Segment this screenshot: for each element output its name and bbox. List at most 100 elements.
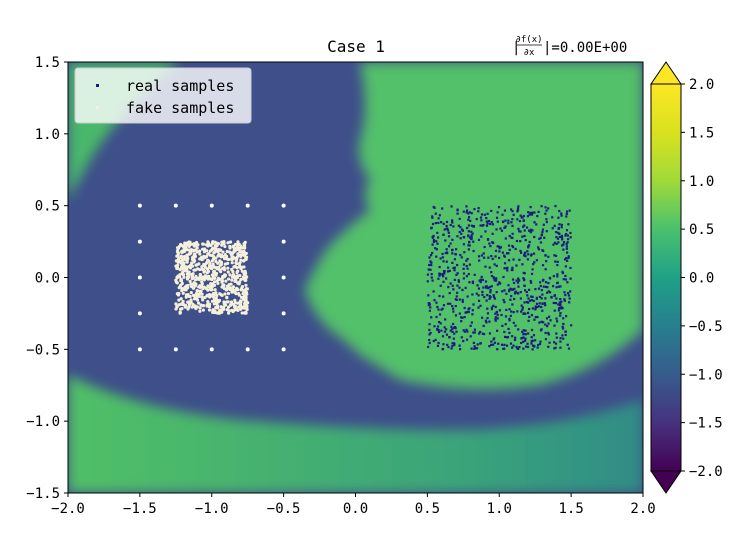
- real-sample-point: [558, 232, 561, 235]
- fake-sample-point: [179, 307, 183, 311]
- real-sample-point: [510, 288, 513, 291]
- fake-sample-point: [223, 253, 227, 257]
- real-sample-point: [536, 346, 539, 349]
- fake-sample-point: [224, 303, 228, 307]
- fake-sample-point: [223, 292, 227, 296]
- real-sample-point: [495, 216, 499, 219]
- real-sample-point: [449, 223, 452, 227]
- real-sample-point: [493, 297, 496, 300]
- real-sample-point: [565, 212, 568, 216]
- real-sample-point: [494, 319, 497, 322]
- real-sample-point: [565, 251, 569, 254]
- real-sample-point: [450, 347, 453, 350]
- fake-sample-point: [225, 308, 229, 312]
- fake-sample-point: [216, 281, 220, 285]
- real-sample-point: [489, 244, 492, 248]
- fake-grid-point: [281, 275, 286, 280]
- x-tick-label: −1.5: [123, 501, 157, 517]
- real-sample-point: [442, 295, 445, 298]
- real-sample-point: [483, 332, 486, 336]
- real-sample-point: [553, 309, 556, 312]
- real-sample-point: [567, 255, 570, 258]
- real-sample-point: [429, 254, 433, 257]
- real-sample-point: [451, 305, 454, 308]
- colorbar-tick-label: 0.0: [689, 271, 714, 287]
- fake-sample-point: [224, 279, 228, 283]
- real-sample-point: [529, 231, 532, 234]
- fake-sample-point: [212, 283, 217, 287]
- real-sample-point: [490, 340, 493, 343]
- colorbar-tick-label: −1.0: [689, 367, 723, 383]
- fake-sample-point: [206, 288, 210, 292]
- real-sample-point: [526, 345, 530, 349]
- real-sample-point: [559, 340, 562, 343]
- colorbar-tick-label: 0.5: [689, 222, 714, 238]
- real-sample-point: [520, 337, 523, 340]
- real-sample-point: [452, 225, 455, 228]
- real-sample-point: [555, 317, 558, 320]
- fake-sample-point: [198, 257, 202, 261]
- real-sample-point: [496, 220, 499, 223]
- fake-sample-point: [182, 275, 186, 279]
- y-tick-label: 0.0: [35, 271, 60, 287]
- real-sample-point: [559, 307, 562, 310]
- x-tick-label: −1.0: [195, 501, 229, 517]
- real-sample-point: [428, 328, 431, 332]
- real-sample-point: [522, 347, 525, 350]
- real-sample-point: [439, 284, 442, 287]
- fake-sample-point: [235, 255, 239, 259]
- fake-sample-point: [245, 307, 249, 312]
- real-sample-point: [442, 260, 445, 263]
- real-sample-point: [485, 285, 488, 288]
- fake-sample-point: [174, 302, 178, 306]
- fake-sample-point: [210, 247, 215, 251]
- real-sample-point: [527, 332, 530, 335]
- real-sample-point: [518, 346, 521, 349]
- fake-sample-point: [192, 260, 196, 264]
- real-sample-point: [544, 268, 547, 271]
- real-sample-point: [545, 230, 548, 233]
- fake-sample-point: [236, 252, 240, 256]
- real-sample-point: [527, 319, 530, 322]
- fake-sample-point: [228, 250, 232, 254]
- fake-sample-point: [217, 248, 221, 252]
- real-sample-point: [492, 295, 496, 299]
- real-sample-point: [432, 238, 436, 242]
- fake-sample-point: [239, 277, 243, 282]
- real-sample-point: [445, 277, 448, 280]
- real-samples-series: [426, 204, 573, 351]
- real-sample-point: [502, 220, 505, 223]
- fake-sample-point: [207, 274, 211, 278]
- real-sample-point: [537, 287, 541, 290]
- fake-sample-point: [212, 269, 216, 273]
- real-sample-point: [522, 254, 526, 257]
- fake-sample-point: [235, 262, 239, 266]
- fake-sample-point: [181, 263, 185, 267]
- real-sample-point: [531, 211, 534, 214]
- colorbar-tick-label: −2.0: [689, 464, 723, 480]
- real-sample-point: [539, 241, 543, 244]
- fake-sample-point: [226, 270, 230, 274]
- real-sample-point: [451, 327, 454, 330]
- real-sample-point: [516, 210, 519, 213]
- real-sample-point: [564, 330, 567, 333]
- fake-sample-point: [213, 309, 217, 313]
- fake-sample-point: [213, 288, 217, 292]
- fake-sample-point: [240, 284, 245, 289]
- real-sample-point: [501, 290, 504, 293]
- real-sample-point: [431, 216, 434, 219]
- real-sample-point: [540, 320, 543, 323]
- real-sample-point: [461, 316, 464, 319]
- real-sample-point: [477, 238, 481, 241]
- fake-sample-point: [193, 268, 197, 272]
- real-sample-point: [510, 221, 513, 224]
- real-sample-point: [564, 314, 568, 318]
- real-sample-point: [445, 333, 449, 336]
- real-sample-point: [530, 342, 533, 345]
- real-sample-point: [556, 282, 559, 285]
- real-sample-point: [438, 265, 441, 269]
- real-sample-point: [558, 301, 561, 304]
- fake-sample-point: [242, 254, 247, 258]
- real-sample-point: [488, 286, 491, 289]
- fake-sample-point: [198, 252, 202, 256]
